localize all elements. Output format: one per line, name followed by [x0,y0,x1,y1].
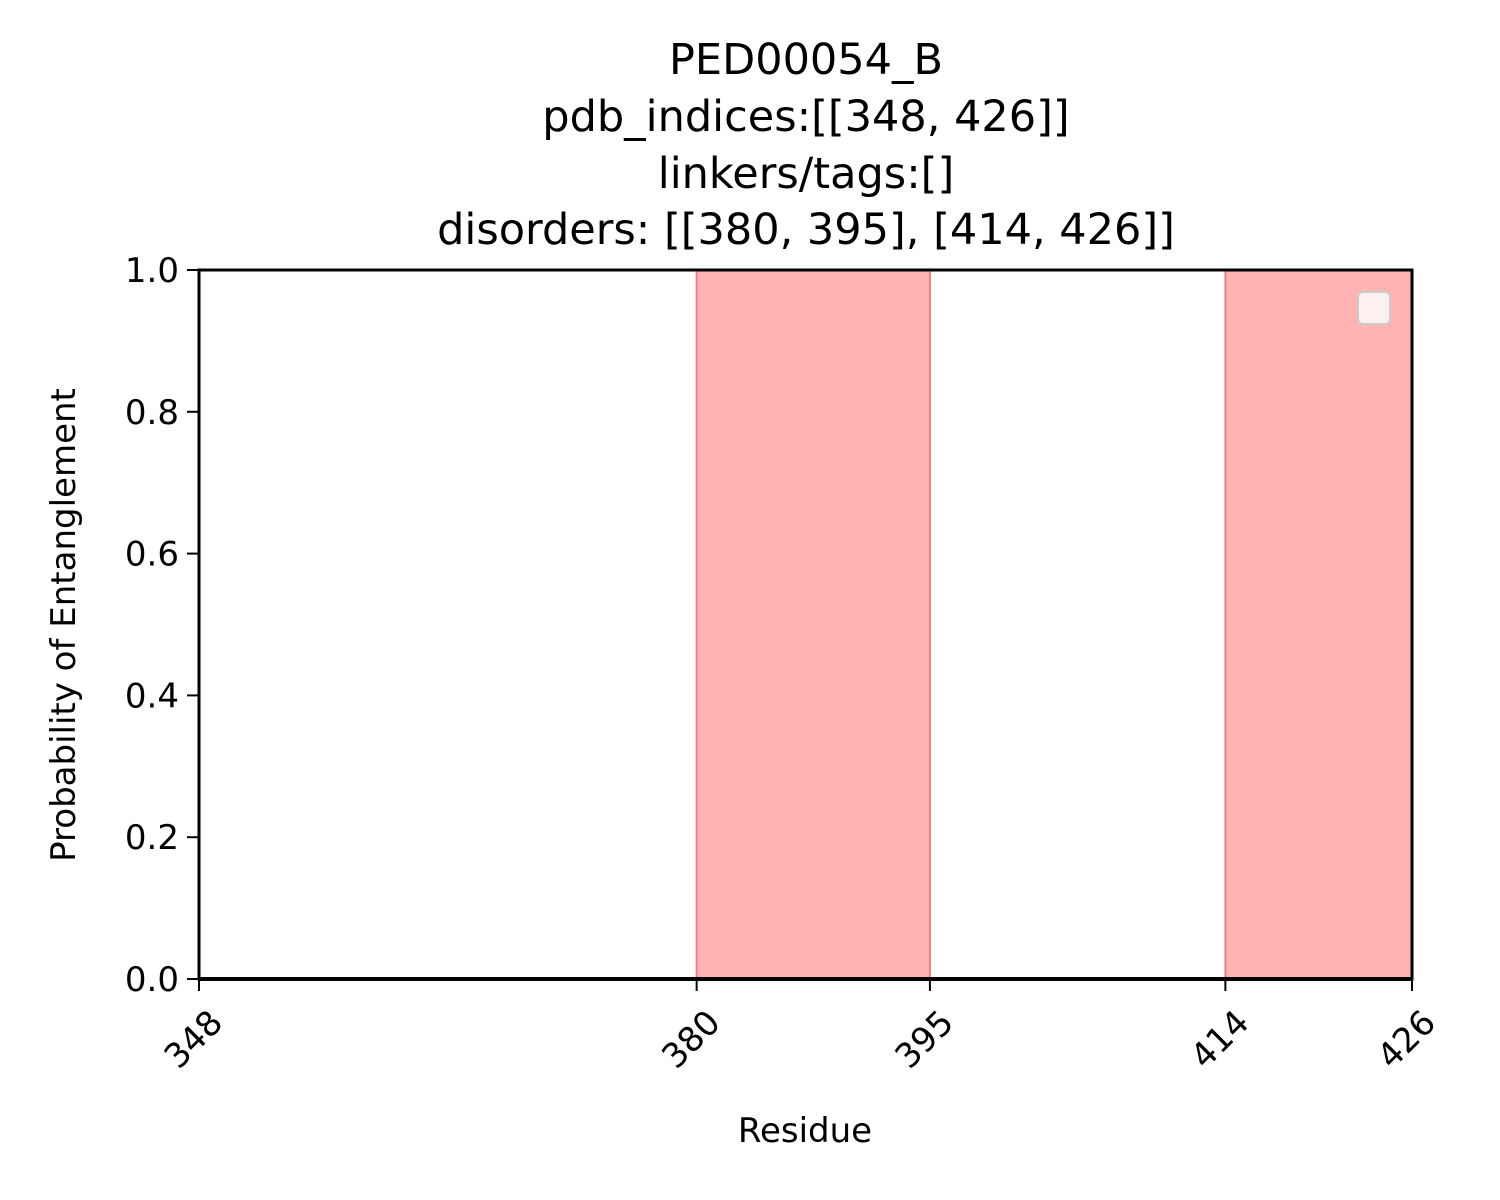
x-tick-label: 348 [157,1003,231,1077]
x-axis-label: Residue [738,1111,872,1151]
y-axis-label: Probability of Entanglement [44,388,84,862]
title-line-4: disorders: [[380, 395], [414, 426]] [437,205,1175,255]
disorder-regions [695,269,1414,980]
x-axis-ticks: 348 380 395 414 426 [157,979,1444,1077]
legend [1357,291,1391,325]
title-line-2: pdb_indices:[[348, 426]] [542,92,1069,142]
title-line-1: PED00054_B [669,35,943,85]
y-tick-label: 1.0 [125,251,179,291]
y-axis-ticks: 0.0 0.2 0.4 0.6 0.8 1.0 [125,251,199,1000]
x-tick-label: 395 [888,1003,962,1077]
y-tick-label: 0.8 [125,393,179,433]
x-tick-label: 426 [1370,1003,1444,1077]
x-tick-label: 380 [654,1003,728,1077]
plot-frame [197,268,1414,981]
y-tick-label: 0.2 [125,818,179,858]
disorder-region-1 [695,269,931,980]
title-line-3: linkers/tags:[] [658,149,955,199]
y-tick-label: 0.6 [125,535,179,575]
y-tick-label: 0.4 [125,676,179,716]
disorder-region-2 [1224,269,1414,980]
y-tick-label: 0.0 [125,960,179,1000]
x-tick-label: 414 [1183,1003,1257,1077]
legend-box [1357,291,1391,325]
chart-title: PED00054_B pdb_indices:[[348, 426]] link… [437,35,1175,255]
